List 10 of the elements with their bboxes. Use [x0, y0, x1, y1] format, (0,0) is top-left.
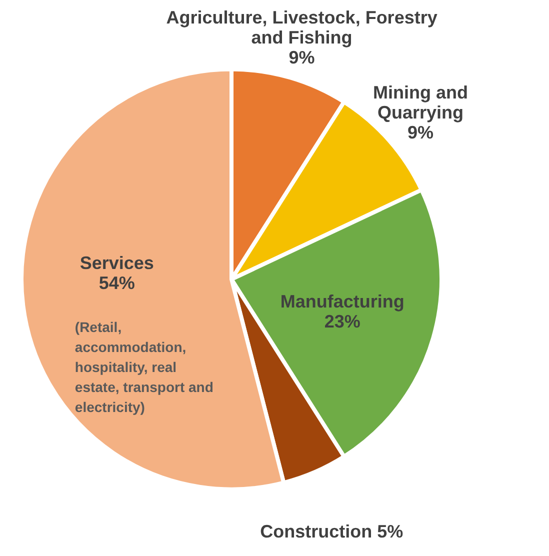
data-label: 9%	[408, 122, 434, 143]
slice-label: Services	[80, 252, 154, 273]
slice-label: Manufacturing	[280, 292, 404, 312]
slice-label: Agriculture, Livestock, Forestry and Fishing	[166, 7, 438, 48]
text: (Retail, accommodation, hospitality, real estate, transport and electricity)	[74, 318, 214, 415]
data-label: 23%	[324, 312, 360, 332]
data-label: 54%	[98, 272, 135, 293]
data-label: 9%	[288, 47, 315, 68]
slice-label: Construction 5%	[260, 521, 404, 542]
slice-label: Mining and Quarrying	[373, 82, 468, 123]
